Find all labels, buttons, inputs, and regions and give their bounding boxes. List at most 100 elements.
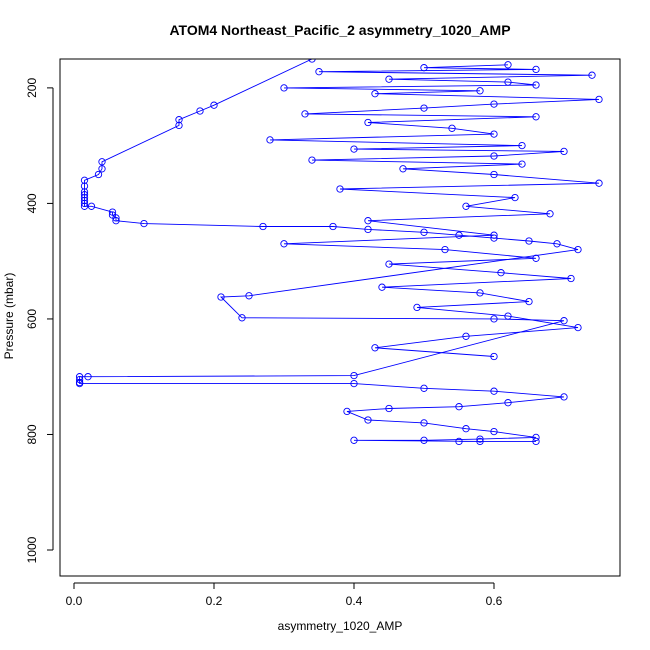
x-tick-label: 0.4	[346, 594, 363, 608]
x-tick-label: 0.0	[66, 594, 83, 608]
data-point	[112, 217, 120, 225]
data-point	[420, 64, 428, 72]
data-point	[476, 87, 484, 95]
data-point	[266, 136, 274, 144]
data-point	[560, 147, 568, 156]
plot-marks	[75, 59, 603, 446]
data-point	[80, 188, 89, 196]
y-tick-label: 400	[25, 193, 39, 213]
data-point	[350, 371, 358, 380]
data-point	[308, 59, 316, 63]
data-point	[308, 156, 316, 164]
data-point	[532, 81, 540, 89]
data-point	[385, 260, 393, 268]
data-point	[504, 312, 512, 320]
data-point	[455, 231, 463, 239]
data-point	[80, 193, 89, 202]
data-point	[462, 202, 470, 210]
data-point	[560, 317, 568, 325]
data-point	[420, 228, 428, 236]
data-point	[455, 403, 463, 411]
data-point	[462, 425, 470, 433]
plot-frame	[59, 58, 621, 577]
data-point	[329, 222, 337, 231]
data-point	[504, 78, 512, 86]
data-point	[490, 100, 498, 108]
data-point	[94, 170, 103, 179]
y-tick-label: 600	[25, 309, 39, 329]
data-point	[476, 435, 484, 443]
y-axis-label: Pressure (mbar)	[2, 273, 16, 360]
data-point	[455, 437, 463, 446]
x-tick-label: 0.6	[486, 594, 503, 608]
data-point	[210, 101, 218, 109]
data-point	[315, 68, 323, 76]
data-point	[574, 245, 582, 254]
data-point	[595, 179, 603, 187]
data-point	[532, 65, 540, 74]
x-axis-label: asymmetry_1020_AMP	[278, 619, 403, 633]
data-point	[364, 118, 372, 127]
data-point	[80, 191, 89, 199]
data-point	[574, 323, 582, 332]
data-point	[448, 124, 456, 132]
data-point	[112, 214, 120, 222]
chart-title: ATOM4 Northeast_Pacific_2 asymmetry_1020…	[169, 22, 510, 38]
data-point	[518, 160, 526, 168]
data-point	[87, 202, 96, 210]
data-point	[504, 61, 512, 69]
y-axis: 200 400 600 800 1000	[25, 78, 54, 563]
data-point	[413, 303, 421, 312]
data-point	[175, 121, 183, 130]
data-point	[420, 104, 428, 112]
data-point	[490, 387, 498, 395]
data-point	[75, 375, 84, 384]
data-point	[364, 225, 372, 234]
data-point	[371, 90, 379, 98]
data-point	[518, 141, 526, 150]
data-point	[350, 436, 358, 444]
data-point	[462, 332, 470, 340]
data-point	[108, 208, 117, 216]
series-2	[266, 61, 603, 361]
data-point	[217, 293, 225, 301]
data-point	[560, 393, 568, 401]
data-point	[80, 199, 89, 208]
data-point	[343, 407, 351, 416]
data-point	[532, 113, 540, 121]
data-point	[98, 158, 106, 166]
data-point	[546, 210, 554, 218]
data-point	[567, 274, 575, 283]
data-point	[504, 399, 512, 407]
x-axis: 0.0 0.2 0.4 0.6	[66, 582, 503, 608]
y-tick-label: 800	[25, 424, 39, 444]
data-point	[441, 245, 449, 254]
data-point	[80, 196, 89, 205]
data-point	[98, 165, 106, 173]
data-point	[490, 130, 498, 138]
y-tick-label: 1000	[25, 536, 39, 563]
series-1	[75, 59, 582, 446]
data-point	[588, 71, 596, 79]
data-point	[385, 75, 393, 83]
data-point	[301, 110, 309, 118]
data-point	[80, 202, 89, 210]
data-point	[385, 404, 393, 413]
data-point	[75, 373, 84, 381]
data-point	[497, 269, 505, 277]
data-point	[336, 185, 344, 193]
data-point	[364, 416, 372, 424]
data-point	[490, 231, 498, 239]
data-point	[420, 419, 428, 427]
data-point	[476, 437, 484, 446]
data-point	[350, 379, 358, 388]
data-point	[490, 170, 498, 179]
data-point	[80, 182, 89, 190]
data-point	[476, 289, 484, 297]
y-tick-label: 200	[25, 78, 39, 98]
x-tick-label: 0.2	[206, 594, 223, 608]
data-point	[259, 222, 267, 231]
data-point	[525, 297, 533, 306]
data-point	[525, 237, 533, 245]
